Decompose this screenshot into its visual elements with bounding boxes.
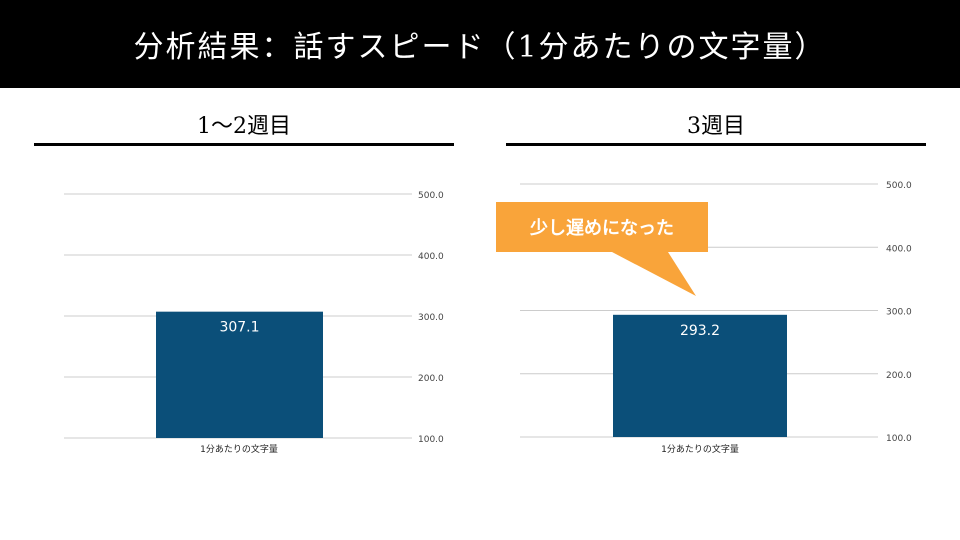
- y-tick-label: 100.0: [418, 435, 444, 445]
- chart-1-title-rule: [34, 143, 454, 146]
- y-tick-label: 200.0: [418, 374, 444, 384]
- y-tick-label: 200.0: [886, 371, 912, 381]
- bar: [613, 314, 787, 437]
- x-category-label: 1分あたりの文字量: [200, 443, 278, 455]
- y-tick-label: 300.0: [418, 313, 444, 323]
- chart-2-title: 3週目: [687, 114, 745, 139]
- bar: [156, 311, 323, 438]
- x-category-label: 1分あたりの文字量: [661, 443, 739, 455]
- y-tick-label: 400.0: [886, 244, 912, 254]
- callout-text: 少し遅めになった: [530, 218, 674, 239]
- y-tick-label: 500.0: [886, 181, 912, 191]
- y-tick-label: 300.0: [886, 308, 912, 318]
- bar-value-label: 293.2: [680, 323, 720, 339]
- y-tick-label: 500.0: [418, 191, 444, 201]
- y-tick-label: 100.0: [886, 434, 912, 444]
- bar-value-label: 307.1: [219, 320, 259, 336]
- chart-2-title-rule: [506, 143, 926, 146]
- slide-title-bar: 分析結果：話すスピード（1分あたりの文字量）: [0, 0, 960, 88]
- callout-box: 少し遅めになった: [496, 202, 708, 252]
- chart-1-title: 1〜2週目: [197, 114, 291, 139]
- y-tick-label: 400.0: [418, 252, 444, 262]
- slide-title: 分析結果：話すスピード（1分あたりの文字量）: [133, 30, 827, 65]
